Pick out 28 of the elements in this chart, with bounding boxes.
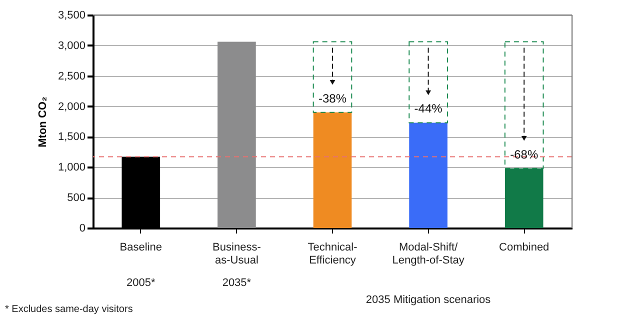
text: 2005* [126, 277, 156, 289]
text: 2035* [222, 277, 252, 289]
y-tick-label: 1,500 [58, 131, 86, 144]
bar [313, 112, 352, 228]
text: 2035 Mitigation scenarios [366, 294, 492, 306]
annotation: -68% [510, 147, 538, 162]
bar [504, 168, 544, 228]
y-tick-label: 3,500 [58, 10, 86, 22]
y-tick-label: 1,000 [58, 162, 86, 174]
y-axis-title: Mton CO₂ [36, 96, 49, 148]
y-tick-label: 2,500 [58, 70, 86, 82]
bar [408, 41, 448, 124]
x-tick-label: Combined [499, 242, 550, 254]
annotation: -44% [414, 102, 443, 116]
x-tick-label: Baseline [120, 242, 162, 254]
bar [409, 122, 448, 228]
bar [312, 41, 352, 113]
y-tick-label: 2,000 [58, 100, 86, 113]
x-tick-label: Business-as-Usual [212, 242, 262, 266]
y-tick-label: 0 [79, 222, 86, 234]
bar [504, 41, 544, 169]
y-tick-label: 500 [67, 192, 86, 204]
text: * Excludes same-day visitors [5, 304, 133, 315]
y-tick-label: 3,000 [58, 40, 86, 52]
x-tick-label: Modal-Shift/Length-of-Stay [392, 242, 465, 266]
bar [218, 42, 256, 228]
x-tick-label: Technical-Efficiency [308, 242, 358, 266]
annotation: -38% [318, 91, 347, 106]
